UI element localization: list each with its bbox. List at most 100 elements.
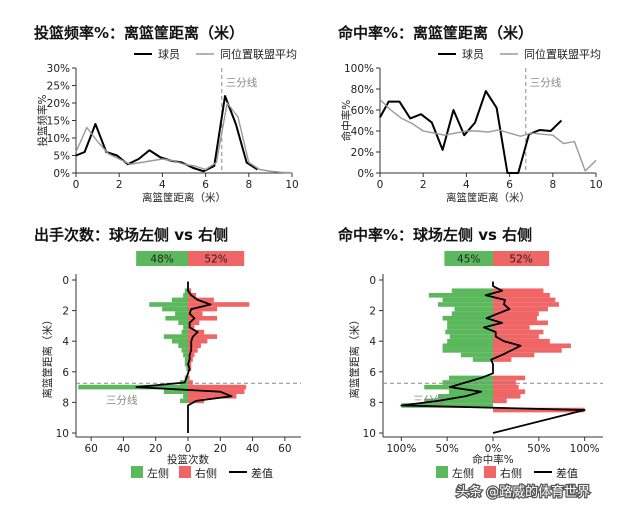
bar-right	[188, 384, 247, 390]
bar-right	[493, 348, 562, 353]
y-tick-label: 8	[62, 397, 69, 409]
bar-left	[165, 315, 188, 321]
legend-label-league: 同位置联盟平均	[524, 47, 601, 61]
y-tick-label: 10	[363, 428, 376, 440]
bar-right	[493, 375, 526, 381]
bar-left	[149, 302, 188, 307]
bar-right	[493, 352, 535, 358]
x-tick-label: 40	[117, 443, 130, 455]
bar-left	[442, 343, 493, 349]
bar-left	[175, 311, 188, 316]
bar-right	[188, 375, 190, 381]
bar-right	[493, 311, 539, 316]
y-axis-label: 离篮筐距离（米）	[348, 315, 361, 399]
bar-right	[493, 297, 556, 303]
bar-right	[188, 311, 203, 316]
share-label-right: 52%	[509, 254, 532, 266]
bar-right	[493, 389, 526, 394]
bar-left	[451, 288, 493, 294]
bar-left	[181, 348, 188, 353]
x-tick-label: 6	[506, 179, 513, 191]
x-tick-label: 40	[246, 443, 259, 455]
bar-right	[188, 320, 200, 326]
bar-left	[186, 366, 188, 372]
y-tick-label: 0	[369, 275, 376, 287]
x-tick-label: 20	[149, 443, 162, 455]
bar-right	[188, 334, 218, 339]
bar-left	[163, 334, 188, 339]
chart-attempts-left-vs-right: 出手次数：球场左侧 vs 右侧 48% 52% 60 40 20 0 20 40 60 0 2 4 6 8…	[34, 226, 301, 480]
x-tick-label: 20	[214, 443, 227, 455]
legend-swatch-right	[484, 466, 496, 478]
bar-right	[188, 306, 218, 312]
bar-right	[188, 338, 208, 344]
bar-right	[493, 302, 559, 307]
bar-right	[493, 293, 550, 298]
y-tick-label: 20%	[351, 147, 374, 159]
bar-right	[188, 393, 237, 399]
bar-left	[447, 325, 493, 330]
share-label-right: 52%	[204, 254, 227, 266]
y-tick-label: 2	[62, 306, 69, 318]
series-line-diff	[135, 281, 233, 433]
bar-left	[179, 398, 188, 404]
y-tick-label: 5%	[53, 151, 70, 163]
bar-right	[188, 361, 192, 367]
y-tick-label: 60%	[351, 105, 374, 117]
y-tick-label: 30%	[47, 63, 70, 75]
y-tick-label: 0%	[53, 168, 70, 180]
bar-right	[188, 380, 193, 385]
bar-left	[449, 334, 493, 339]
bar-left	[184, 357, 188, 362]
bar-left	[171, 297, 188, 303]
bar-left	[447, 338, 493, 344]
bar-left	[183, 393, 188, 399]
y-tick-label: 4	[369, 336, 376, 348]
x-tick-label: 4	[463, 179, 470, 191]
bar-left	[184, 288, 188, 294]
y-tick-label: 100%	[344, 63, 374, 75]
bar-left	[447, 320, 493, 326]
y-axis-label: 离篮筐距离（米）	[41, 315, 54, 399]
watermark: 头条 @路威的体育世界	[456, 484, 590, 500]
x-tick-label: 60	[278, 443, 291, 455]
bar-left	[178, 343, 188, 349]
bar-right	[493, 325, 530, 330]
chart-title: 命中率%：离篮筐距离（米）	[337, 24, 533, 42]
x-tick-label: 60	[84, 443, 97, 455]
bar-right	[493, 306, 548, 312]
bar-left	[181, 329, 188, 335]
y-tick-label: 2	[369, 306, 376, 318]
x-tick-label: 50%	[435, 443, 458, 455]
x-axis-label: 离篮筐距离（米）	[142, 191, 226, 204]
x-axis-label: 命中率%	[472, 453, 513, 466]
bar-left	[451, 311, 493, 316]
y-tick-label: 6	[62, 367, 69, 379]
series-line-diff	[400, 281, 586, 434]
x-tick-label: 2	[420, 179, 427, 191]
bar-left	[171, 338, 188, 344]
chart-title: 命中率%：球场左侧 vs 右侧	[337, 226, 532, 244]
legend-label-diff: 差值	[556, 466, 578, 480]
bar-right	[493, 393, 521, 399]
bar-right	[188, 297, 214, 303]
bar-right	[188, 352, 195, 358]
bar-right	[493, 343, 571, 349]
x-axis-label: 投篮次数	[167, 453, 209, 466]
y-tick-label: 4	[62, 336, 69, 348]
legend-label-player: 球员	[158, 47, 180, 61]
three-point-annotation: 三分线	[530, 76, 562, 89]
bar-left	[401, 403, 493, 408]
bar-left	[445, 329, 493, 335]
y-tick-label: 25%	[47, 81, 70, 93]
x-tick-label: 8	[549, 179, 556, 191]
bar-right	[493, 380, 516, 385]
x-tick-label: 10	[285, 179, 298, 191]
three-point-annotation: 三分线	[106, 393, 138, 406]
x-axis-label: 离篮筐距离（米）	[446, 191, 530, 204]
bar-right	[493, 398, 507, 404]
y-tick-label: 8	[369, 397, 376, 409]
bar-right	[493, 320, 548, 326]
y-tick-label: 80%	[351, 84, 374, 96]
